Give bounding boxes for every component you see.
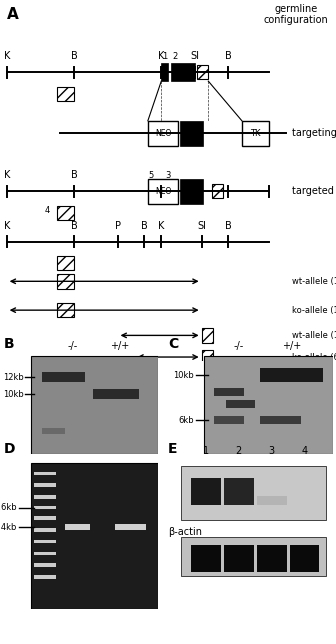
Bar xyxy=(42,372,85,382)
Bar xyxy=(42,428,65,434)
Text: B: B xyxy=(225,221,232,231)
Text: β-actin: β-actin xyxy=(168,527,202,538)
Text: E: E xyxy=(168,442,177,456)
Bar xyxy=(212,184,223,198)
Text: targeting vector: targeting vector xyxy=(292,128,336,138)
Bar xyxy=(181,466,326,520)
Bar xyxy=(214,388,244,396)
Bar xyxy=(57,86,74,101)
Bar xyxy=(31,464,158,609)
Text: -/-: -/- xyxy=(234,341,244,351)
Text: K: K xyxy=(158,221,164,231)
Text: wt-allele (10kb): wt-allele (10kb) xyxy=(292,277,336,286)
Bar xyxy=(34,540,56,544)
Bar xyxy=(181,538,326,576)
Text: 5: 5 xyxy=(149,171,154,180)
Bar xyxy=(257,496,287,505)
Text: targeted allele: targeted allele xyxy=(292,186,336,196)
Text: 10kb: 10kb xyxy=(3,390,24,399)
Text: ko-allele (12kb): ko-allele (12kb) xyxy=(292,306,336,315)
Text: +/+: +/+ xyxy=(110,341,129,351)
Bar xyxy=(57,303,74,317)
Bar xyxy=(57,256,74,270)
Bar xyxy=(34,471,56,475)
Text: K: K xyxy=(158,52,164,61)
Bar xyxy=(224,545,254,572)
Bar xyxy=(204,356,333,454)
Bar xyxy=(34,516,56,520)
Bar xyxy=(202,350,213,365)
Text: -/-: -/- xyxy=(68,341,78,351)
Text: D: D xyxy=(3,442,15,456)
Bar xyxy=(180,121,203,146)
Text: 4: 4 xyxy=(44,207,50,216)
Text: B: B xyxy=(71,221,77,231)
Text: B: B xyxy=(71,52,77,61)
Text: B: B xyxy=(3,337,14,351)
Text: 3: 3 xyxy=(269,446,275,456)
Bar xyxy=(191,545,221,572)
Bar xyxy=(290,545,320,572)
Text: K: K xyxy=(4,170,10,180)
Bar xyxy=(34,495,56,499)
Text: NEO: NEO xyxy=(155,129,171,138)
Text: Sl: Sl xyxy=(197,221,206,231)
Bar xyxy=(148,178,178,204)
Text: TK: TK xyxy=(250,129,261,138)
Text: K: K xyxy=(4,52,10,61)
Text: 2: 2 xyxy=(236,446,242,456)
Bar xyxy=(171,63,195,81)
Text: 10kb: 10kb xyxy=(174,371,194,380)
Text: 2: 2 xyxy=(172,52,177,61)
Bar xyxy=(260,416,301,424)
Bar xyxy=(57,274,74,289)
Bar xyxy=(93,389,139,399)
Text: +/+: +/+ xyxy=(282,341,301,351)
Bar xyxy=(34,575,56,579)
Bar xyxy=(161,63,168,81)
Bar xyxy=(242,121,269,146)
Text: 1: 1 xyxy=(203,446,209,456)
Text: K: K xyxy=(4,221,10,231)
Bar xyxy=(257,545,287,572)
Bar xyxy=(31,356,158,454)
Bar xyxy=(65,524,90,530)
Text: 4: 4 xyxy=(302,446,308,456)
Bar xyxy=(148,121,178,146)
Bar xyxy=(202,328,213,343)
Text: germline
configuration: germline configuration xyxy=(263,4,328,25)
Text: ko-allele (6kb): ko-allele (6kb) xyxy=(292,352,336,361)
Bar xyxy=(57,205,74,220)
Text: wt-allele (10kb): wt-allele (10kb) xyxy=(292,331,336,340)
Bar xyxy=(197,65,208,79)
Bar xyxy=(34,528,56,531)
Bar xyxy=(214,416,244,424)
Text: 4.4kb: 4.4kb xyxy=(0,523,17,531)
Text: C: C xyxy=(168,337,178,351)
Bar xyxy=(34,484,56,487)
Text: B: B xyxy=(141,221,148,231)
Text: 6.6kb: 6.6kb xyxy=(0,504,17,513)
Bar xyxy=(34,564,56,567)
Text: 6kb: 6kb xyxy=(179,415,194,424)
Text: 3: 3 xyxy=(165,171,171,180)
Bar xyxy=(34,551,56,555)
Text: B: B xyxy=(225,52,232,61)
Text: A: A xyxy=(7,7,18,22)
Bar xyxy=(191,478,221,505)
Bar xyxy=(224,478,254,505)
Bar xyxy=(226,400,255,408)
Bar xyxy=(260,368,323,382)
Text: SI: SI xyxy=(191,52,199,61)
Text: P: P xyxy=(115,221,121,231)
Text: NEO: NEO xyxy=(155,187,171,196)
Bar xyxy=(115,524,145,530)
Text: B: B xyxy=(71,170,77,180)
Bar xyxy=(180,178,203,204)
Text: 1: 1 xyxy=(162,52,167,61)
Text: 12kb: 12kb xyxy=(3,373,24,382)
Bar xyxy=(34,506,56,509)
